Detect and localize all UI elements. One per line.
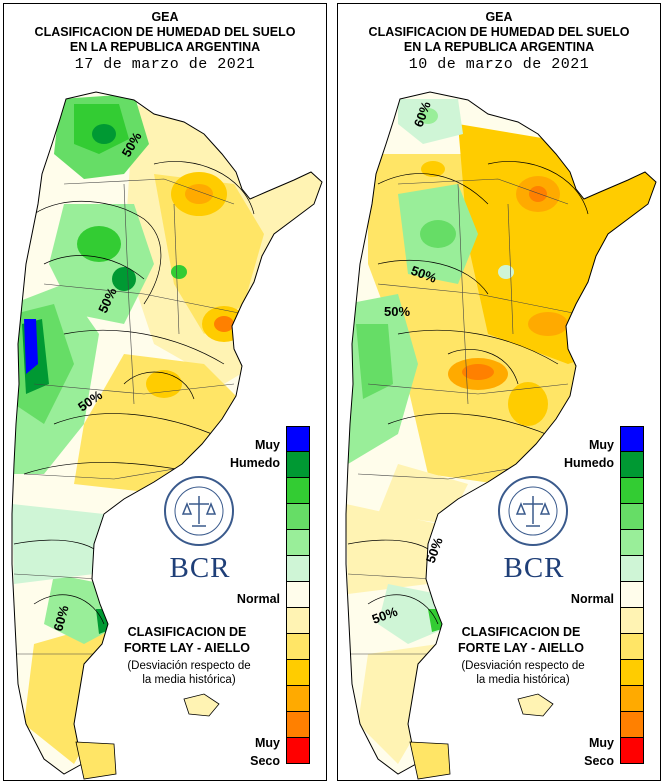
legend-swatch — [286, 582, 310, 608]
legend-normal-label: Normal — [236, 592, 280, 606]
legend-swatch — [286, 556, 310, 582]
panel-title: GEA CLASIFICACION DE HUMEDAD DEL SUELO E… — [4, 10, 326, 72]
classification-title: CLASIFICACION DE FORTE LAY - AIELLO — [112, 624, 262, 656]
title-country: EN LA REPUBLICA ARGENTINA — [69, 40, 261, 54]
soil-moisture-map: 50% 50% 50% 60% — [11, 91, 323, 780]
legend-swatch — [286, 478, 310, 504]
classification-subtitle: (Desviación respecto de la media históri… — [438, 659, 608, 687]
classification-title: CLASIFICACION DE FORTE LAY - AIELLO — [446, 624, 596, 656]
legend-swatch — [620, 738, 644, 764]
legend-dry-label: Muy Seco — [210, 734, 280, 770]
legend-scale — [620, 426, 644, 764]
soil-moisture-map: 60% 50% 50% 50% 50% — [345, 91, 657, 780]
legend-swatch — [620, 478, 644, 504]
bcr-seal-icon — [164, 476, 234, 546]
classification-subtitle-line2: la media histórica) — [476, 674, 570, 686]
classification-subtitle-line1: (Desviación respecto de — [461, 660, 585, 672]
legend-scale — [286, 426, 310, 764]
title-main: CLASIFICACION DE HUMEDAD DEL SUELO — [368, 25, 630, 39]
title-org: GEA — [485, 10, 513, 24]
classification-title-line1: CLASIFICACION DE — [127, 625, 247, 639]
classification-title-line2: FORTE LAY - AIELLO — [458, 641, 584, 655]
legend-swatch — [620, 452, 644, 478]
legend-wet-line2: Humedo — [564, 456, 614, 470]
classification-subtitle-line2: la media histórica) — [142, 674, 236, 686]
legend-swatch — [286, 634, 310, 660]
legend-normal-label: Normal — [570, 592, 614, 606]
classification-title-line1: CLASIFICACION DE — [461, 625, 581, 639]
legend-swatch — [620, 608, 644, 634]
map-panel-left: GEA CLASIFICACION DE HUMEDAD DEL SUELO E… — [3, 3, 327, 781]
panel-title: GEA CLASIFICACION DE HUMEDAD DEL SUELO E… — [338, 10, 660, 72]
legend-wet-line1: Muy — [255, 438, 280, 452]
classification-subtitle: (Desviación respecto de la media históri… — [104, 659, 274, 687]
legend-swatch — [620, 686, 644, 712]
legend-swatch — [286, 660, 310, 686]
bcr-brand: BCR — [503, 552, 565, 584]
legend-swatch — [286, 426, 310, 452]
legend-dry-line2: Seco — [584, 754, 614, 768]
legend-swatch — [286, 686, 310, 712]
legend-swatch — [286, 452, 310, 478]
legend-swatch — [286, 738, 310, 764]
legend-swatch — [620, 582, 644, 608]
title-country: EN LA REPUBLICA ARGENTINA — [403, 40, 595, 54]
legend-dry-line1: Muy — [255, 736, 280, 750]
legend-dry-line2: Seco — [250, 754, 280, 768]
legend-wet-label: Muy Humedo — [544, 436, 614, 472]
legend-swatch — [620, 426, 644, 452]
legend-swatch — [620, 556, 644, 582]
contour-label: 50% — [384, 304, 410, 319]
map-date: 10 de marzo de 2021 — [408, 56, 590, 73]
legend-dry-label: Muy Seco — [544, 734, 614, 770]
legend-swatch — [286, 712, 310, 738]
legend-swatch — [620, 660, 644, 686]
classification-subtitle-line1: (Desviación respecto de — [127, 660, 251, 672]
legend-swatch — [286, 608, 310, 634]
legend-swatch — [620, 504, 644, 530]
legend-swatch — [286, 530, 310, 556]
bcr-seal-icon — [498, 476, 568, 546]
contour-label: 60% — [50, 603, 71, 632]
title-main: CLASIFICACION DE HUMEDAD DEL SUELO — [34, 25, 296, 39]
legend-swatch — [286, 504, 310, 530]
classification-title-line2: FORTE LAY - AIELLO — [124, 641, 250, 655]
bcr-brand: BCR — [169, 552, 231, 584]
title-org: GEA — [151, 10, 179, 24]
legend-wet-label: Muy Humedo — [210, 436, 280, 472]
map-date: 17 de marzo de 2021 — [74, 56, 256, 73]
legend-wet-line1: Muy — [589, 438, 614, 452]
legend-swatch — [620, 634, 644, 660]
legend-swatch — [620, 712, 644, 738]
legend-dry-line1: Muy — [589, 736, 614, 750]
legend-swatch — [620, 530, 644, 556]
map-panel-right: GEA CLASIFICACION DE HUMEDAD DEL SUELO E… — [337, 3, 661, 781]
legend-wet-line2: Humedo — [230, 456, 280, 470]
